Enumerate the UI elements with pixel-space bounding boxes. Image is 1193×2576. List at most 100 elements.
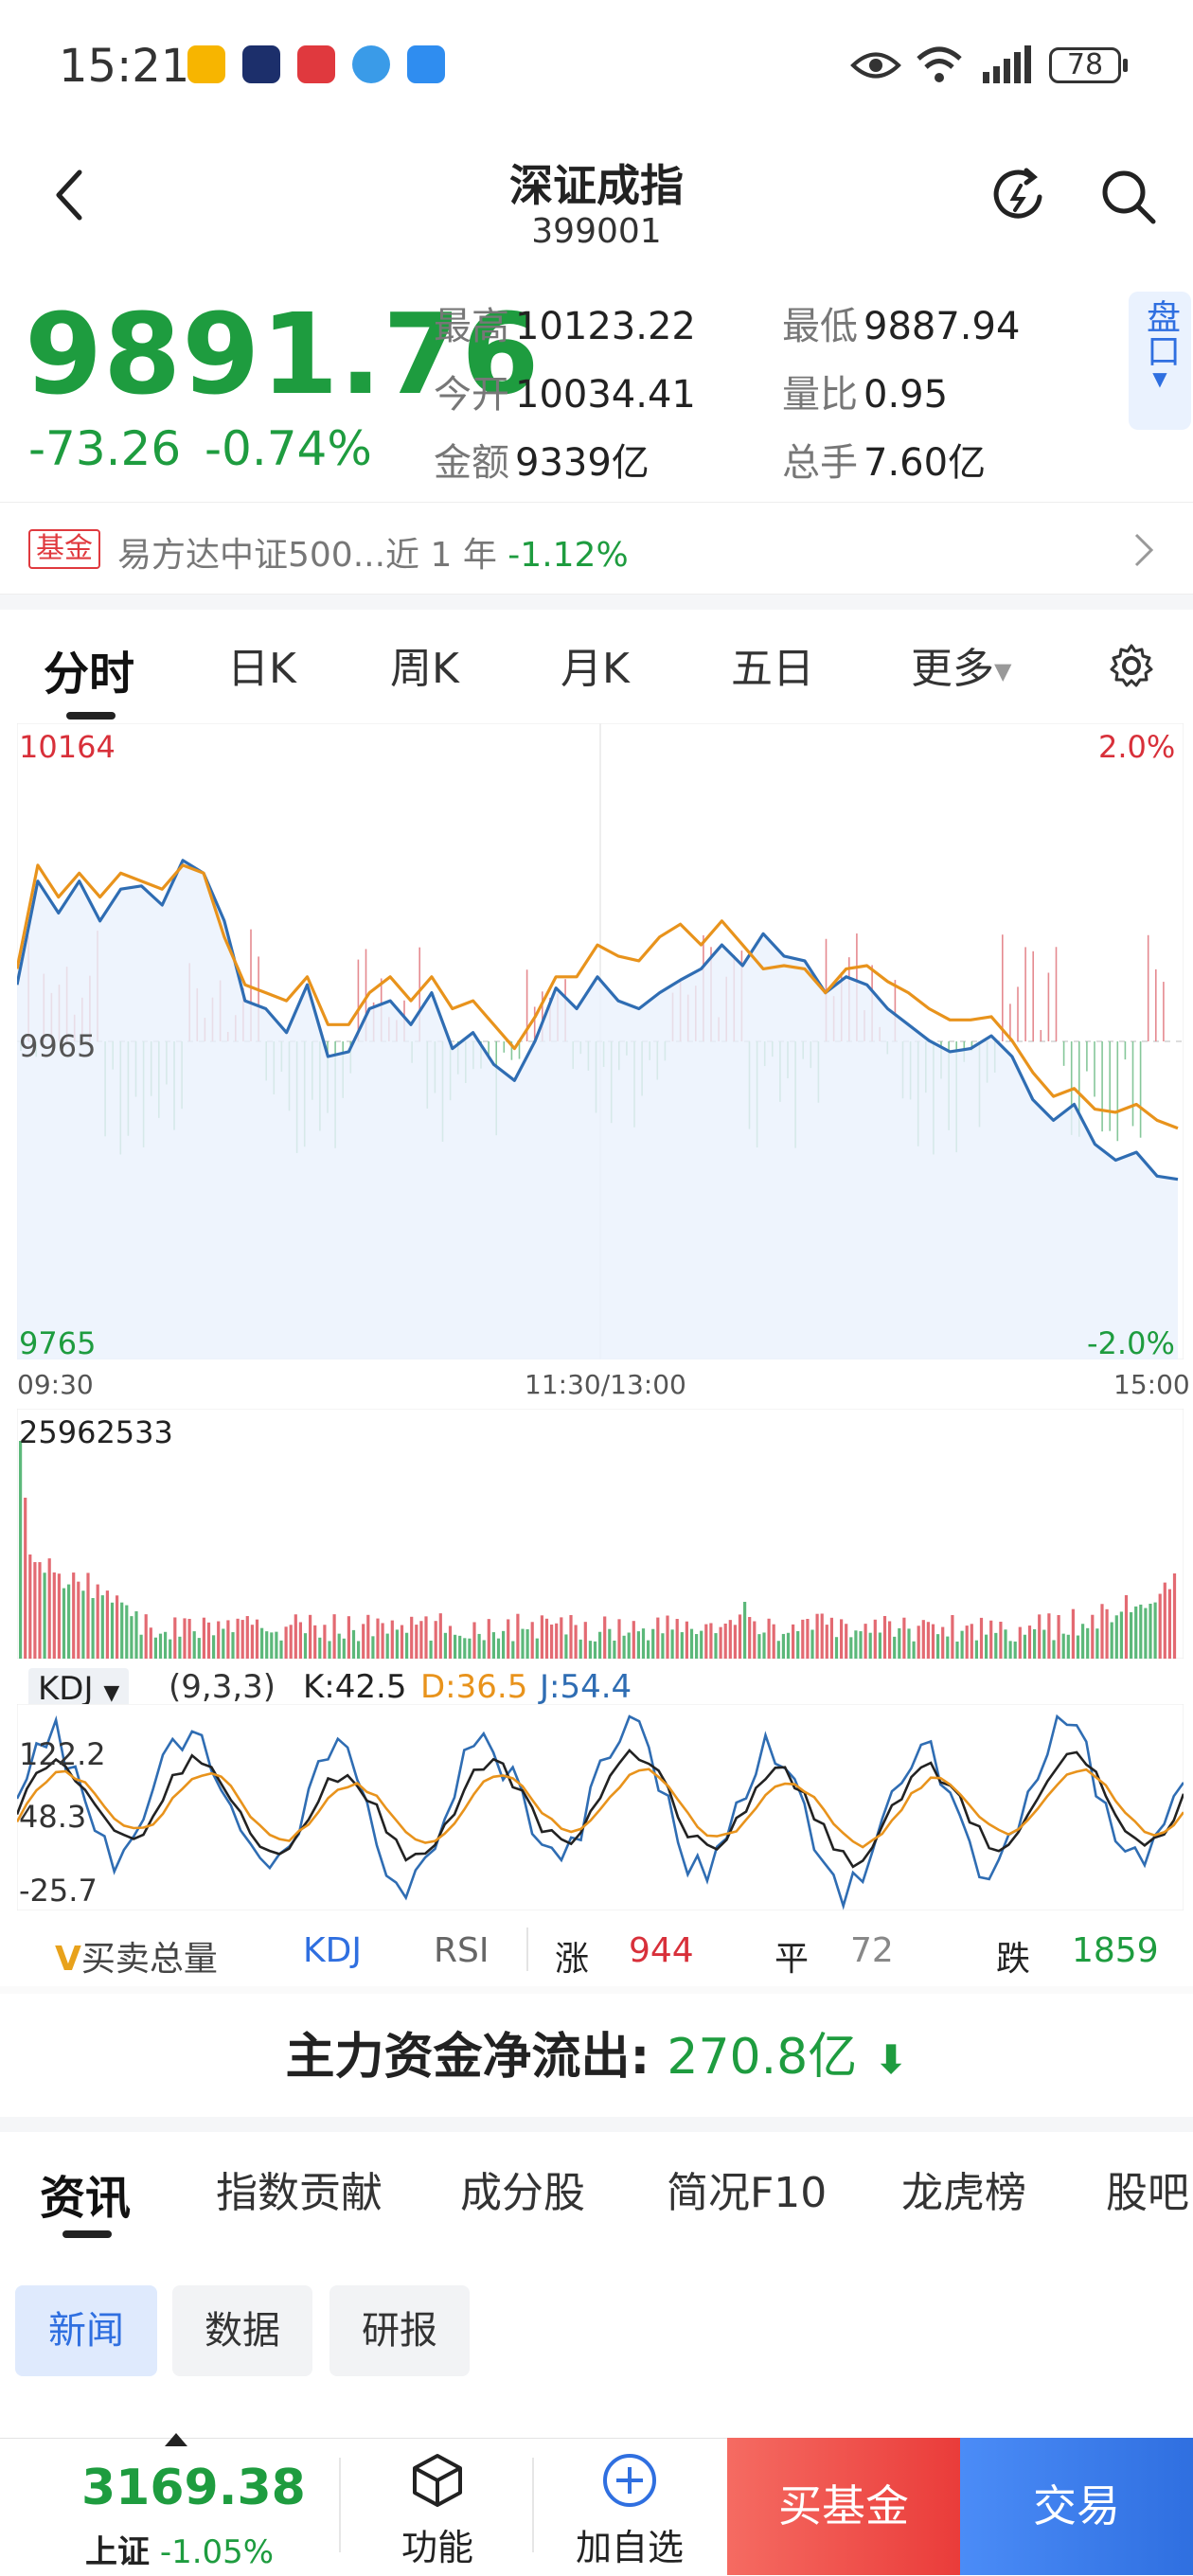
tab-profile-f10[interactable]: 简况F10	[667, 2169, 828, 2217]
volume-bar	[516, 1613, 520, 1659]
volume-bar	[385, 1633, 389, 1659]
volume-bar	[636, 1631, 640, 1659]
volume-bar	[1114, 1615, 1118, 1659]
volume-bar	[1038, 1614, 1042, 1659]
volume-bar	[443, 1632, 447, 1659]
trade-button[interactable]: 交易	[960, 2438, 1193, 2575]
indicator-tab-buysell[interactable]: V买卖总量	[55, 1940, 218, 1979]
volume-bar	[767, 1618, 771, 1659]
pankou-button[interactable]: 盘口 ▼	[1129, 292, 1191, 430]
indicator-tab-kdj[interactable]: KDJ	[303, 1931, 362, 1970]
volume-bar	[1076, 1635, 1080, 1659]
volume-bar	[845, 1624, 848, 1659]
refresh-icon[interactable]	[985, 163, 1051, 229]
kdj-j-line	[17, 1714, 1184, 1910]
tab-news[interactable]: 资讯	[40, 2172, 132, 2225]
volume-bar	[57, 1573, 61, 1659]
volume-bar	[540, 1615, 543, 1659]
index-price: 9891.76	[25, 289, 541, 419]
volume-bar	[1119, 1611, 1123, 1659]
volume-bar	[371, 1636, 375, 1659]
tab-weekly-k[interactable]: 周K	[390, 645, 459, 693]
volume-bar	[496, 1638, 501, 1659]
volume-bar	[482, 1640, 486, 1659]
tab-monthly-k[interactable]: 月K	[561, 645, 630, 693]
cube-icon	[413, 2454, 462, 2507]
shanghai-index-value[interactable]: 3169.38	[81, 2460, 306, 2516]
kdj-k-line	[17, 1748, 1184, 1869]
volume-bar	[859, 1631, 863, 1659]
volume-bar	[1130, 1611, 1133, 1659]
volume-bar	[921, 1620, 925, 1659]
volume-bar	[1144, 1608, 1148, 1659]
tab-index-contribution[interactable]: 指数贡献	[216, 2169, 383, 2217]
kdj-selector[interactable]: KDJ ▼	[28, 1668, 130, 1710]
volume-bar	[1158, 1593, 1162, 1659]
volume-bar	[651, 1628, 655, 1659]
volume-bar	[574, 1625, 578, 1659]
volume-bar	[951, 1614, 954, 1659]
chip-news[interactable]: 新闻	[15, 2285, 157, 2376]
intraday-price-chart[interactable]	[17, 723, 1184, 1359]
gear-icon[interactable]	[1108, 642, 1155, 689]
eye-icon	[850, 52, 901, 79]
volume-bar	[197, 1638, 201, 1659]
function-button[interactable]: 功能	[379, 2438, 496, 2575]
fund-promo-bar[interactable]: 基金 易方达中证500...近 1 年 -1.12%	[0, 502, 1193, 595]
pct-top-label: 2.0%	[1098, 729, 1176, 765]
tab-intraday[interactable]: 分时	[44, 648, 135, 701]
volume-bar	[656, 1617, 660, 1659]
search-icon[interactable]	[1098, 167, 1159, 227]
breadth-flat-label: 平	[775, 1940, 810, 1979]
tab-forum[interactable]: 股吧	[1106, 2169, 1189, 2217]
chip-data[interactable]: 数据	[172, 2285, 312, 2376]
volume-bar	[139, 1634, 143, 1659]
weibo-app-icon	[187, 45, 225, 83]
tab-five-day[interactable]: 五日	[731, 645, 814, 693]
volume-bar	[260, 1627, 264, 1659]
volume-bar	[960, 1630, 964, 1659]
pct-bottom-label: -2.0%	[1087, 1325, 1175, 1361]
tab-more[interactable]: 更多▼	[911, 645, 1012, 693]
volume-bar	[448, 1626, 453, 1659]
volume-bar	[608, 1628, 612, 1659]
function-label: 功能	[401, 2527, 473, 2568]
volume-bar	[946, 1636, 950, 1659]
volume-bar	[328, 1641, 331, 1659]
volume-bar	[898, 1627, 901, 1659]
triangle-down-icon: ▼	[1152, 367, 1167, 390]
volume-bar	[1139, 1604, 1143, 1659]
volume-bar	[77, 1581, 80, 1659]
chip-research[interactable]: 研报	[329, 2285, 470, 2376]
volume-bar	[424, 1616, 428, 1659]
stat-amount: 金额 9339亿	[434, 441, 650, 485]
average-price-line	[17, 863, 1179, 1130]
volume-bar	[999, 1621, 1003, 1659]
buy-fund-button[interactable]: 买基金	[727, 2438, 960, 2575]
volume-bar	[366, 1614, 370, 1659]
tab-dragon-tiger[interactable]: 龙虎榜	[901, 2169, 1026, 2217]
volume-bar	[1066, 1634, 1070, 1659]
stat-volume-ratio: 量比 0.95	[782, 373, 949, 417]
add-watchlist-button[interactable]: 加自选	[568, 2438, 691, 2575]
volume-bar	[381, 1623, 384, 1659]
back-arrow-icon[interactable]	[51, 167, 89, 223]
indicator-tab-rsi[interactable]: RSI	[434, 1931, 490, 1970]
tab-constituents[interactable]: 成分股	[460, 2169, 585, 2217]
pankou-label: 盘口	[1141, 299, 1180, 367]
volume-bar	[351, 1629, 356, 1659]
volume-bar	[463, 1638, 467, 1659]
money-flow: 主力资金净流出: 270.8亿 ⬇	[285, 2029, 908, 2086]
volume-bar	[1004, 1629, 1007, 1659]
volume-bar	[105, 1590, 109, 1659]
volume-bar	[429, 1640, 433, 1659]
signal-icon	[983, 45, 1031, 83]
volume-bar	[840, 1619, 844, 1659]
volume-bar	[1047, 1613, 1051, 1659]
volume-bar	[985, 1634, 988, 1659]
tab-daily-k[interactable]: 日K	[227, 645, 296, 693]
price-line	[17, 859, 1179, 1181]
volume-bar	[1081, 1624, 1085, 1659]
volume-bar	[593, 1641, 597, 1659]
volume-bar	[28, 1554, 32, 1659]
